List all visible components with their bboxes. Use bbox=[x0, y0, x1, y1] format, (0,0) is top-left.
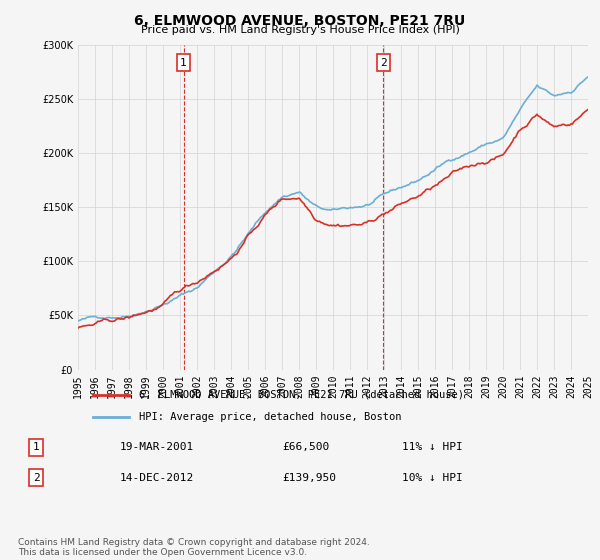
Text: 19-MAR-2001: 19-MAR-2001 bbox=[120, 442, 194, 452]
Text: 6, ELMWOOD AVENUE, BOSTON, PE21 7RU: 6, ELMWOOD AVENUE, BOSTON, PE21 7RU bbox=[134, 14, 466, 28]
Text: Price paid vs. HM Land Registry's House Price Index (HPI): Price paid vs. HM Land Registry's House … bbox=[140, 25, 460, 35]
Text: HPI: Average price, detached house, Boston: HPI: Average price, detached house, Bost… bbox=[139, 412, 402, 422]
Text: £66,500: £66,500 bbox=[282, 442, 329, 452]
Text: 11% ↓ HPI: 11% ↓ HPI bbox=[402, 442, 463, 452]
Text: Contains HM Land Registry data © Crown copyright and database right 2024.
This d: Contains HM Land Registry data © Crown c… bbox=[18, 538, 370, 557]
Text: 2: 2 bbox=[32, 473, 40, 483]
Text: 10% ↓ HPI: 10% ↓ HPI bbox=[402, 473, 463, 483]
Text: 1: 1 bbox=[180, 58, 187, 68]
Text: 2: 2 bbox=[380, 58, 386, 68]
Text: 14-DEC-2012: 14-DEC-2012 bbox=[120, 473, 194, 483]
Text: 1: 1 bbox=[32, 442, 40, 452]
Text: 6, ELMWOOD AVENUE, BOSTON, PE21 7RU (detached house): 6, ELMWOOD AVENUE, BOSTON, PE21 7RU (det… bbox=[139, 390, 464, 400]
Text: £139,950: £139,950 bbox=[282, 473, 336, 483]
